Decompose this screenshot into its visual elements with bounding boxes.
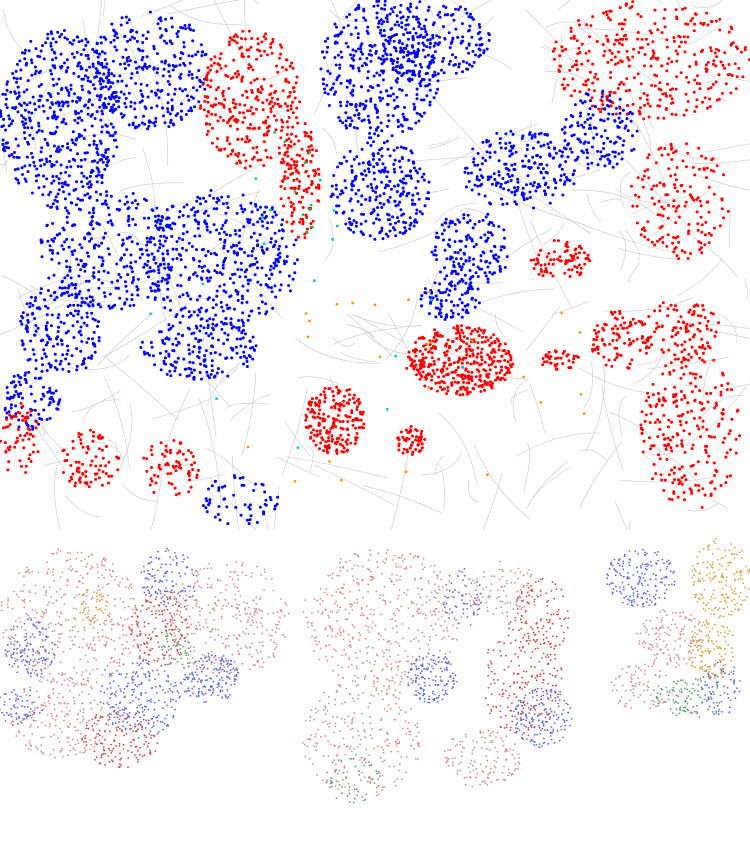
thumbnail-map-3-canvas <box>606 538 750 719</box>
thumbnail-map-1-canvas <box>0 547 290 769</box>
main-map-canvas <box>0 0 750 530</box>
population-dots <box>0 0 750 526</box>
main-dot-map <box>0 0 750 530</box>
population-dots <box>0 547 290 769</box>
population-dots <box>606 538 750 719</box>
thumbnail-map-3 <box>601 538 750 842</box>
thumbnail-map-2-canvas <box>302 549 573 804</box>
population-dots <box>302 549 573 804</box>
street-network <box>0 0 750 530</box>
thumbnail-map-2 <box>302 538 591 842</box>
thumbnail-map-1 <box>0 538 292 842</box>
